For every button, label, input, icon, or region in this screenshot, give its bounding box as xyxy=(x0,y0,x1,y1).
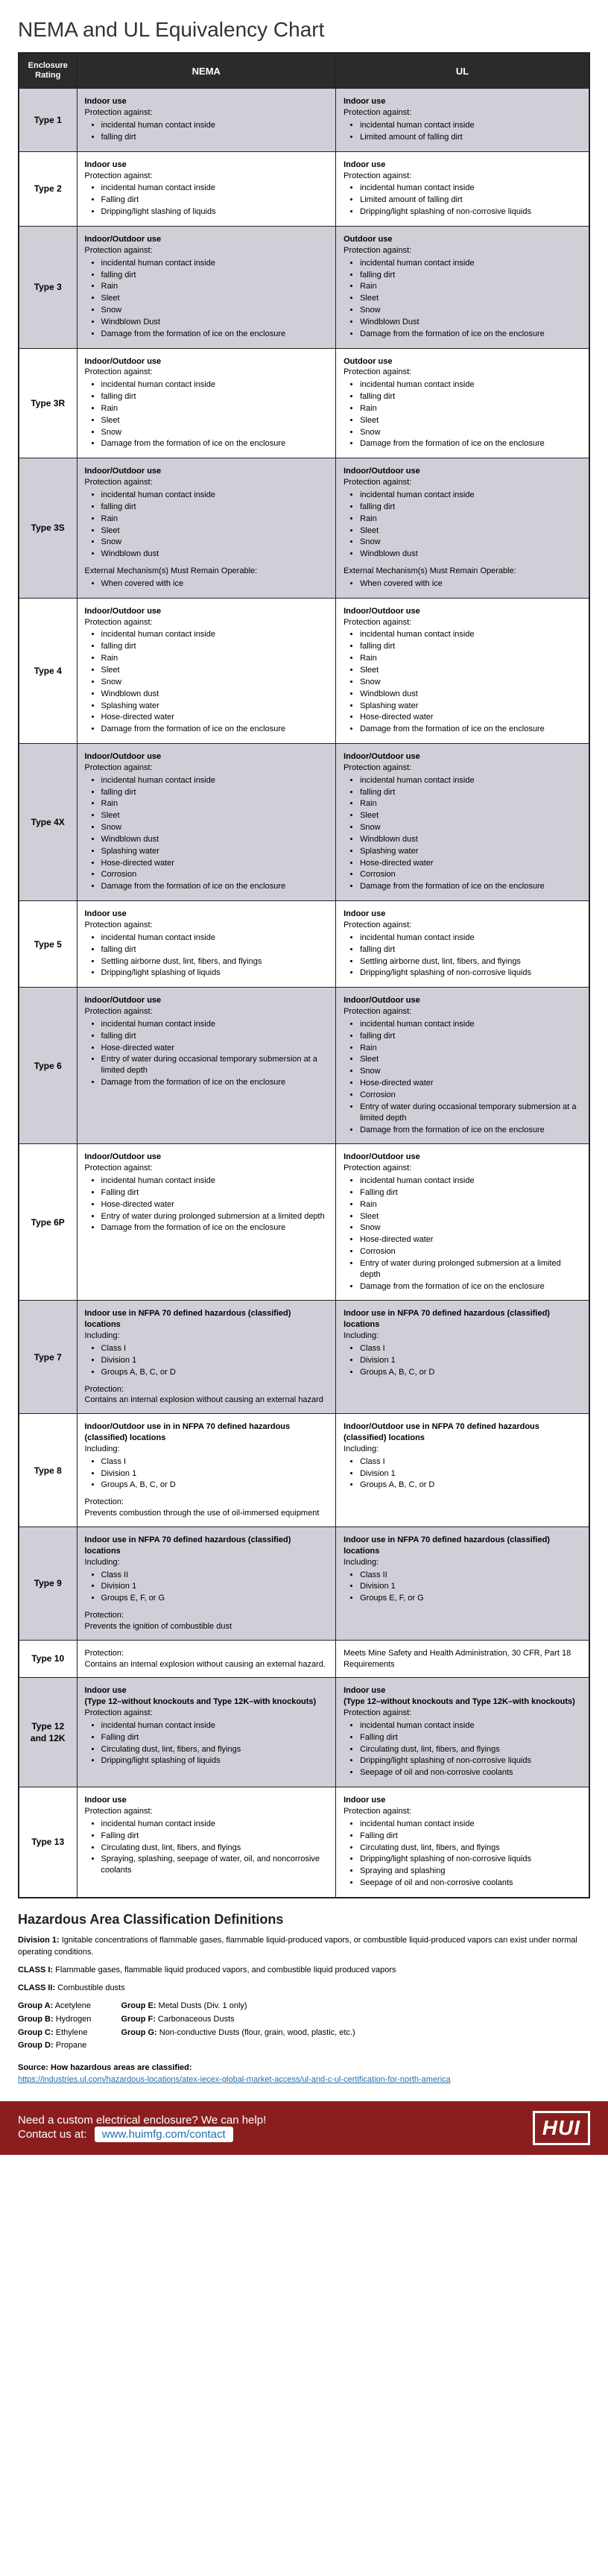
table-row: Type 6PIndoor/Outdoor useProtection agai… xyxy=(19,1144,589,1301)
nema-cell: Indoor/Outdoor use in in NFPA 70 defined… xyxy=(77,1414,336,1527)
table-row: Type 9Indoor use in NFPA 70 defined haza… xyxy=(19,1527,589,1640)
hui-logo: HUI xyxy=(533,2111,590,2145)
table-row: Type 3SIndoor/Outdoor useProtection agai… xyxy=(19,458,589,598)
ul-cell: Outdoor useProtection against:incidental… xyxy=(336,226,589,348)
ul-cell: Indoor useProtection against:incidental … xyxy=(336,901,589,988)
ul-cell: Indoor useProtection against:incidental … xyxy=(336,89,589,151)
table-row: Type 8Indoor/Outdoor use in in NFPA 70 d… xyxy=(19,1414,589,1527)
nema-cell: Indoor/Outdoor useProtection against:inc… xyxy=(77,598,336,743)
ul-cell: Indoor/Outdoor use in NFPA 70 defined ha… xyxy=(336,1414,589,1527)
nema-cell: Indoor/Outdoor useProtection against:inc… xyxy=(77,988,336,1144)
defs-heading: Hazardous Area Classification Definition… xyxy=(18,1912,590,1928)
table-row: Type 10Protection:Contains an internal e… xyxy=(19,1640,589,1678)
nema-cell: Indoor/Outdoor useProtection against:inc… xyxy=(77,458,336,598)
defs-class1: CLASS I: Flammable gases, flammable liqu… xyxy=(18,1965,590,1977)
ul-cell: Outdoor useProtection against:incidental… xyxy=(336,348,589,458)
ul-cell: Meets Mine Safety and Health Administrat… xyxy=(336,1640,589,1678)
table-row: Type 2Indoor useProtection against:incid… xyxy=(19,151,589,226)
table-row: Type 1Indoor useProtection against:incid… xyxy=(19,89,589,151)
rating-cell: Type 10 xyxy=(19,1640,77,1678)
table-row: Type 12 and 12KIndoor use(Type 12–withou… xyxy=(19,1678,589,1787)
col-ul: UL xyxy=(336,53,589,89)
defs-class2: CLASS II: Combustible dusts xyxy=(18,1983,590,1995)
nema-cell: Indoor useProtection against:incidental … xyxy=(77,151,336,226)
ul-cell: Indoor/Outdoor useProtection against:inc… xyxy=(336,458,589,598)
table-row: Type 6Indoor/Outdoor useProtection again… xyxy=(19,988,589,1144)
nema-cell: Indoor useProtection against:incidental … xyxy=(77,901,336,988)
table-row: Type 3RIndoor/Outdoor useProtection agai… xyxy=(19,348,589,458)
defs-division1: Division 1: Ignitable concentrations of … xyxy=(18,1935,590,1959)
nema-cell: Indoor use in NFPA 70 defined hazardous … xyxy=(77,1301,336,1414)
contact-link[interactable]: www.huimfg.com/contact xyxy=(95,2127,233,2142)
footer-line1: Need a custom electrical enclosure? We c… xyxy=(18,2114,266,2127)
nema-cell: Indoor/Outdoor useProtection against:inc… xyxy=(77,226,336,348)
col-enclosure: Enclosure Rating xyxy=(19,53,77,89)
nema-cell: Protection:Contains an internal explosio… xyxy=(77,1640,336,1678)
rating-cell: Type 4 xyxy=(19,598,77,743)
table-row: Type 7Indoor use in NFPA 70 defined haza… xyxy=(19,1301,589,1414)
rating-cell: Type 3 xyxy=(19,226,77,348)
rating-cell: Type 8 xyxy=(19,1414,77,1527)
ul-cell: Indoor/Outdoor useProtection against:inc… xyxy=(336,744,589,901)
table-row: Type 5Indoor useProtection against:incid… xyxy=(19,901,589,988)
table-row: Type 3Indoor/Outdoor useProtection again… xyxy=(19,226,589,348)
nema-cell: Indoor useProtection against:incidental … xyxy=(77,1787,336,1898)
rating-cell: Type 9 xyxy=(19,1527,77,1640)
rating-cell: Type 3S xyxy=(19,458,77,598)
nema-cell: Indoor/Outdoor useProtection against:inc… xyxy=(77,1144,336,1301)
table-row: Type 4XIndoor/Outdoor useProtection agai… xyxy=(19,744,589,901)
rating-cell: Type 13 xyxy=(19,1787,77,1898)
table-row: Type 13Indoor useProtection against:inci… xyxy=(19,1787,589,1898)
page-title: NEMA and UL Equivalency Chart xyxy=(18,18,590,42)
nema-cell: Indoor use in NFPA 70 defined hazardous … xyxy=(77,1527,336,1640)
table-row: Type 4Indoor/Outdoor useProtection again… xyxy=(19,598,589,743)
ul-cell: Indoor use in NFPA 70 defined hazardous … xyxy=(336,1301,589,1414)
rating-cell: Type 1 xyxy=(19,89,77,151)
defs-groups: Group A: AcetyleneGroup B: HydrogenGroup… xyxy=(18,2001,590,2054)
ul-cell: Indoor/Outdoor useProtection against:inc… xyxy=(336,988,589,1144)
ul-cell: Indoor/Outdoor useProtection against:inc… xyxy=(336,1144,589,1301)
equivalency-table: Enclosure Rating NEMA UL Type 1Indoor us… xyxy=(18,52,590,1898)
ul-cell: Indoor useProtection against:incidental … xyxy=(336,1787,589,1898)
ul-cell: Indoor use(Type 12–without knockouts and… xyxy=(336,1678,589,1787)
ul-cell: Indoor/Outdoor useProtection against:inc… xyxy=(336,598,589,743)
nema-cell: Indoor/Outdoor useProtection against:inc… xyxy=(77,348,336,458)
nema-cell: Indoor useProtection against:incidental … xyxy=(77,89,336,151)
nema-cell: Indoor use(Type 12–without knockouts and… xyxy=(77,1678,336,1787)
rating-cell: Type 5 xyxy=(19,901,77,988)
ul-cell: Indoor use in NFPA 70 defined hazardous … xyxy=(336,1527,589,1640)
ul-cell: Indoor useProtection against:incidental … xyxy=(336,151,589,226)
rating-cell: Type 2 xyxy=(19,151,77,226)
footer-line2: Contact us at: www.huimfg.com/contact xyxy=(18,2127,266,2142)
footer-banner: Need a custom electrical enclosure? We c… xyxy=(0,2101,608,2155)
nema-cell: Indoor/Outdoor useProtection against:inc… xyxy=(77,744,336,901)
rating-cell: Type 6 xyxy=(19,988,77,1144)
rating-cell: Type 6P xyxy=(19,1144,77,1301)
source-link[interactable]: https://industries.ul.com/hazardous-loca… xyxy=(18,2075,451,2084)
rating-cell: Type 7 xyxy=(19,1301,77,1414)
rating-cell: Type 12 and 12K xyxy=(19,1678,77,1787)
rating-cell: Type 3R xyxy=(19,348,77,458)
defs-source: Source: How hazardous areas are classifi… xyxy=(18,2062,590,2086)
rating-cell: Type 4X xyxy=(19,744,77,901)
col-nema: NEMA xyxy=(77,53,336,89)
